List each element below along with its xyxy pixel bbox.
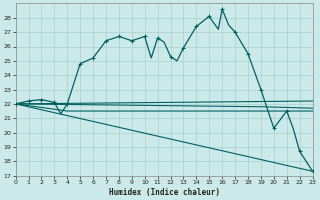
- X-axis label: Humidex (Indice chaleur): Humidex (Indice chaleur): [108, 188, 220, 197]
